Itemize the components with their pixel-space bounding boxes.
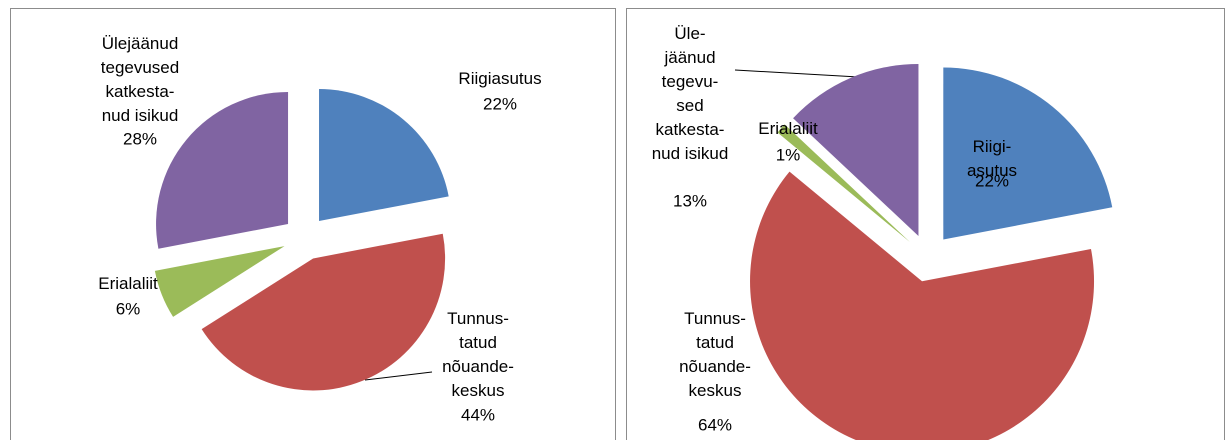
- slice-label: Erialaliit: [758, 119, 818, 138]
- pie-slice: [154, 246, 285, 317]
- slice-label: Tunnus-tatud nõuande-keskus: [442, 309, 514, 400]
- value-label: 22%: [975, 171, 1009, 190]
- value-label: 28%: [123, 129, 157, 148]
- value-label: 64%: [698, 415, 732, 434]
- pie-slice: [943, 67, 1113, 240]
- slice-label: Üle-jäänud tegevu-sed katkesta-nud isikud: [652, 24, 729, 163]
- slice-label: Erialaliit: [98, 274, 158, 293]
- slice-label: Riigi-asutus: [967, 137, 1017, 180]
- value-label: 1%: [776, 145, 801, 164]
- leader-line: [364, 371, 433, 381]
- value-label: 44%: [461, 405, 495, 424]
- chart-frame: [10, 8, 616, 440]
- pie-slice: [750, 171, 1095, 440]
- slice-label: Tunnus-tatud nõuande-keskus: [679, 309, 751, 400]
- pie-slice: [319, 89, 449, 222]
- slice-label: Riigiasutus: [458, 69, 541, 88]
- value-label: 22%: [483, 94, 517, 113]
- pie-slice: [156, 91, 289, 249]
- pie-slice: [793, 63, 919, 236]
- value-label: 6%: [116, 299, 141, 318]
- leader-line: [734, 69, 877, 79]
- chart-frame: [626, 8, 1225, 440]
- slice-label: Ülejäänud tegevused katkesta-nud isikud: [101, 34, 179, 125]
- pie-slice: [777, 124, 910, 243]
- value-label: 13%: [673, 191, 707, 210]
- pie-slice: [201, 233, 446, 391]
